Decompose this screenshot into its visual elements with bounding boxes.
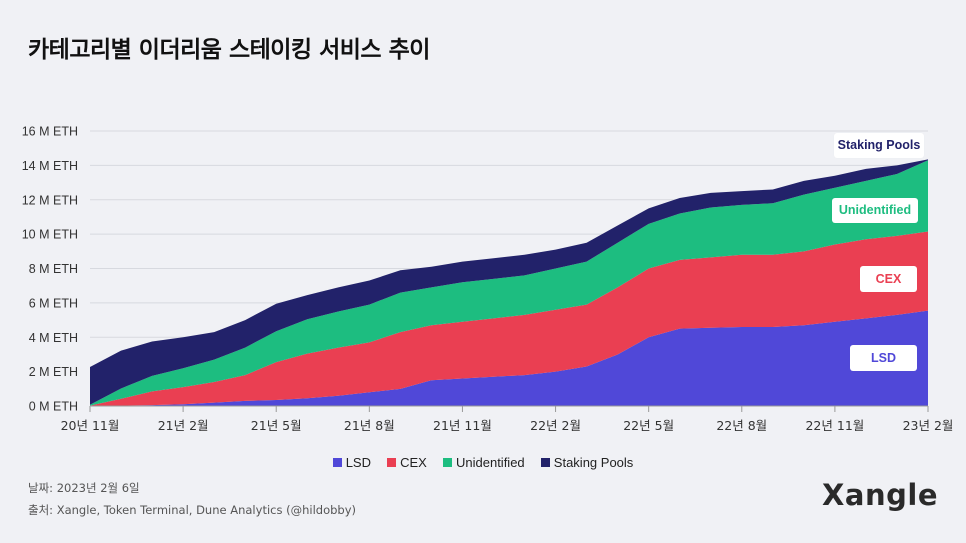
x-tick-label: 20년 11월	[61, 418, 120, 433]
legend-label-unidentified: Unidentified	[456, 455, 525, 470]
chart-title: 카테고리별 이더리움 스테이킹 서비스 추이	[28, 37, 430, 63]
legend-swatch-lsd	[332, 458, 342, 467]
legend-swatch-staking-pools	[540, 458, 550, 467]
area-lsd	[90, 310, 928, 406]
y-tick-label: 8 M ETH	[29, 262, 78, 276]
legend: LSD CEX Unidentified Staking Pools	[0, 455, 966, 471]
y-tick-label: 6 M ETH	[29, 296, 78, 310]
x-tick-label: 22년 5월	[623, 418, 674, 433]
x-tick-label: 23년 2월	[903, 418, 954, 433]
legend-label-lsd: LSD	[345, 455, 371, 470]
xangle-logo: Xangle	[822, 478, 938, 512]
x-tick-label: 21년 11월	[433, 418, 492, 433]
legend-label-staking-pools: Staking Pools	[553, 455, 634, 470]
y-tick-label: 4 M ETH	[29, 331, 78, 345]
x-tick-label: 22년 2월	[530, 418, 581, 433]
y-tick-label: 14 M ETH	[22, 159, 78, 173]
x-tick-label: 21년 2월	[158, 418, 209, 433]
legend-item-staking-pools: Staking Pools	[540, 455, 634, 470]
label-cex: CEX	[860, 266, 917, 292]
y-tick-label: 0 M ETH	[29, 400, 78, 414]
label-lsd: LSD	[850, 345, 917, 371]
y-tick-label: 2 M ETH	[29, 365, 78, 379]
legend-item-cex: CEX	[387, 455, 427, 470]
legend-swatch-unidentified	[443, 458, 452, 467]
area-unidentified	[90, 160, 928, 406]
x-tick-label: 22년 11월	[805, 418, 864, 433]
label-unidentified: Unidentified	[832, 198, 918, 223]
x-tick-label: 22년 8월	[716, 418, 767, 433]
label-staking-pools: Staking Pools	[834, 133, 924, 158]
legend-label-cex: CEX	[400, 455, 427, 470]
legend-item-unidentified: Unidentified	[443, 455, 525, 470]
footer-date: 날짜: 2023년 2월 6일	[28, 481, 140, 495]
area-staking-pools	[90, 159, 928, 405]
y-tick-label: 16 M ETH	[22, 125, 78, 139]
legend-item-lsd: LSD	[332, 455, 371, 470]
y-tick-label: 10 M ETH	[22, 228, 78, 242]
y-tick-label: 12 M ETH	[22, 193, 78, 207]
legend-swatch-cex	[387, 458, 397, 467]
footer-source: 출처: Xangle, Token Terminal, Dune Analyti…	[28, 503, 357, 517]
x-tick-label: 21년 8월	[344, 418, 395, 433]
area-cex	[90, 231, 928, 406]
x-tick-label: 21년 5월	[251, 418, 302, 433]
